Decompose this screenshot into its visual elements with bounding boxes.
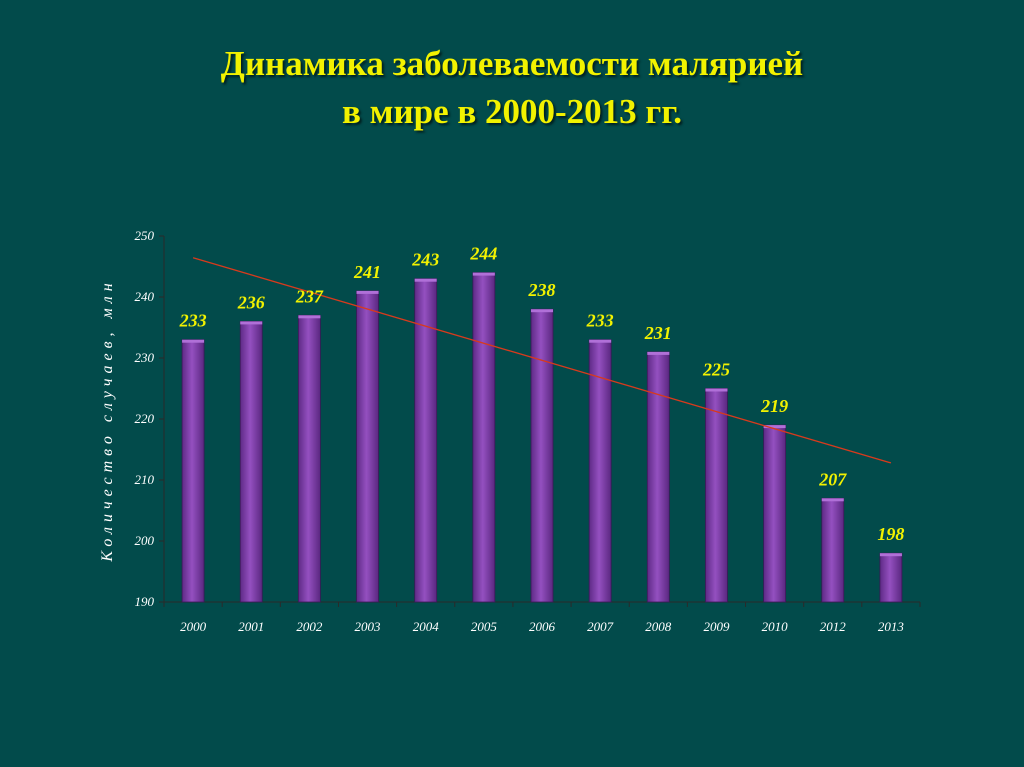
data-label-2013: 198: [877, 524, 904, 544]
bar-2010: [763, 424, 787, 603]
y-tick-label: 240: [135, 289, 155, 304]
y-tick-label: 210: [135, 472, 155, 487]
x-tick-label-2013: 2013: [878, 619, 905, 634]
y-tick-label: 220: [135, 411, 155, 426]
data-label-2012: 207: [818, 469, 847, 489]
data-label-2009: 225: [702, 360, 730, 380]
bar-top-2001: [240, 321, 263, 325]
bar-top-2008: [647, 351, 670, 355]
bar-top-2013: [879, 553, 902, 557]
y-tick-label: 230: [135, 350, 155, 365]
x-tick-label-2012: 2012: [820, 619, 847, 634]
bar-top-2000: [182, 339, 205, 343]
data-label-2002: 237: [295, 286, 324, 306]
bar-top-2012: [821, 498, 844, 502]
chart-x-ticks: 2000 2001 2002 2003 2004 2005 2006 2007 2008 2009…: [180, 619, 904, 634]
x-tick-label-2004: 2004: [413, 619, 440, 634]
x-tick-label-2003: 2003: [355, 619, 382, 634]
x-tick-label-2000: 2000: [180, 619, 207, 634]
x-tick-label-2009: 2009: [703, 619, 730, 634]
bar-2004: [414, 278, 438, 603]
bar-top-2005: [472, 272, 495, 276]
bar-2009: [705, 388, 728, 603]
y-tick-label: 200: [135, 533, 155, 548]
data-label-2000: 233: [179, 311, 207, 331]
bar-2003: [356, 290, 379, 603]
data-label-2001: 236: [237, 292, 265, 312]
bar-2002: [297, 314, 321, 603]
y-tick-label: 250: [135, 228, 155, 243]
bar-2001: [239, 320, 263, 603]
bar-top-2002: [298, 315, 321, 319]
data-label-2006: 238: [528, 280, 556, 300]
x-tick-label-2005: 2005: [471, 619, 498, 634]
chart-trendline: [192, 257, 892, 464]
title-line-2: в мире в 2000-2013 гг.: [341, 92, 683, 131]
x-tick-label-2006: 2006: [529, 619, 556, 634]
data-label-2008: 231: [644, 323, 672, 343]
bar-2012: [821, 497, 845, 603]
bar-2006: [530, 308, 554, 603]
x-tick-label-2002: 2002: [296, 619, 323, 634]
bar-top-2004: [414, 278, 437, 282]
bar-2005: [472, 272, 496, 603]
bar-top-2003: [356, 290, 379, 294]
x-tick-label-2010: 2010: [762, 619, 789, 634]
bar-top-2007: [589, 339, 612, 343]
chart-bars: [181, 272, 903, 603]
chart-y-ticks: 190 200 210 220 230 240 250: [135, 228, 164, 609]
y-axis-label: Количество случаев, млн: [99, 278, 116, 562]
x-tick-label-2001: 2001: [238, 619, 264, 634]
slide-title: Динамика заболеваемости малярией в мире …: [0, 40, 1024, 136]
bar-2013: [879, 552, 903, 603]
bar-2000: [181, 339, 205, 603]
x-tick-label-2008: 2008: [645, 619, 672, 634]
y-tick-label: 190: [135, 594, 155, 609]
data-label-2003: 241: [353, 262, 381, 282]
title-line-1: Динамика заболеваемости малярией: [220, 44, 804, 83]
chart-data-labels: 233 236 237 241 243 244 238 233 231 225 219 207 198: [179, 244, 905, 545]
data-label-2007: 233: [586, 311, 614, 331]
bar-top-2006: [531, 309, 553, 313]
bar-2008: [646, 351, 670, 603]
data-label-2004: 243: [411, 250, 439, 270]
trendline: [192, 257, 892, 464]
x-tick-label-2007: 2007: [587, 619, 614, 634]
data-label-2005: 244: [469, 244, 497, 264]
bar-top-2010: [763, 425, 786, 429]
bar-top-2009: [705, 388, 728, 392]
data-label-2010: 219: [760, 396, 788, 416]
